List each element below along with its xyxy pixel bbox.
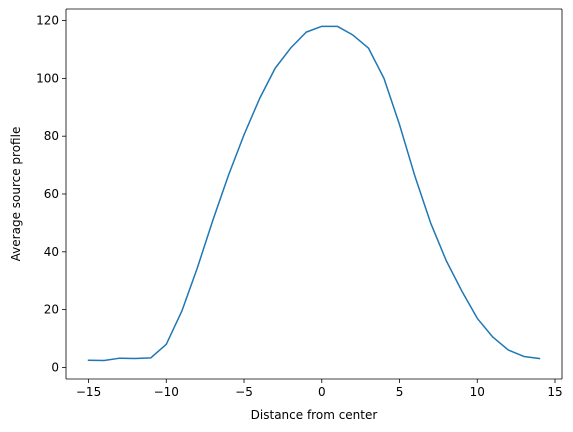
axes-layer: −15 −10 −5 0 5 10 15 0 20 40 60 80 100 120: [36, 8, 563, 399]
y-tick-label: 0: [51, 360, 59, 374]
y-tick-label: 40: [44, 245, 59, 259]
y-axis-label: Average source profile: [9, 127, 23, 262]
x-tick-label: −15: [76, 385, 101, 399]
y-tick-label: 80: [44, 129, 59, 143]
x-tick-label: 5: [396, 385, 404, 399]
x-tick-label: 15: [547, 385, 562, 399]
y-tick-label: 60: [44, 187, 59, 201]
y-tick-label: 120: [36, 14, 59, 28]
y-tick-label: 100: [36, 71, 59, 85]
y-tick-label: 20: [44, 303, 59, 317]
series-line-0: [87, 25, 541, 362]
x-axis-label: Distance from center: [251, 408, 378, 422]
x-tick-label: −5: [235, 385, 253, 399]
x-tick-label: 0: [318, 385, 326, 399]
x-tick-label: 10: [470, 385, 485, 399]
x-tick-label: −10: [154, 385, 179, 399]
plot-layer: [87, 25, 541, 362]
